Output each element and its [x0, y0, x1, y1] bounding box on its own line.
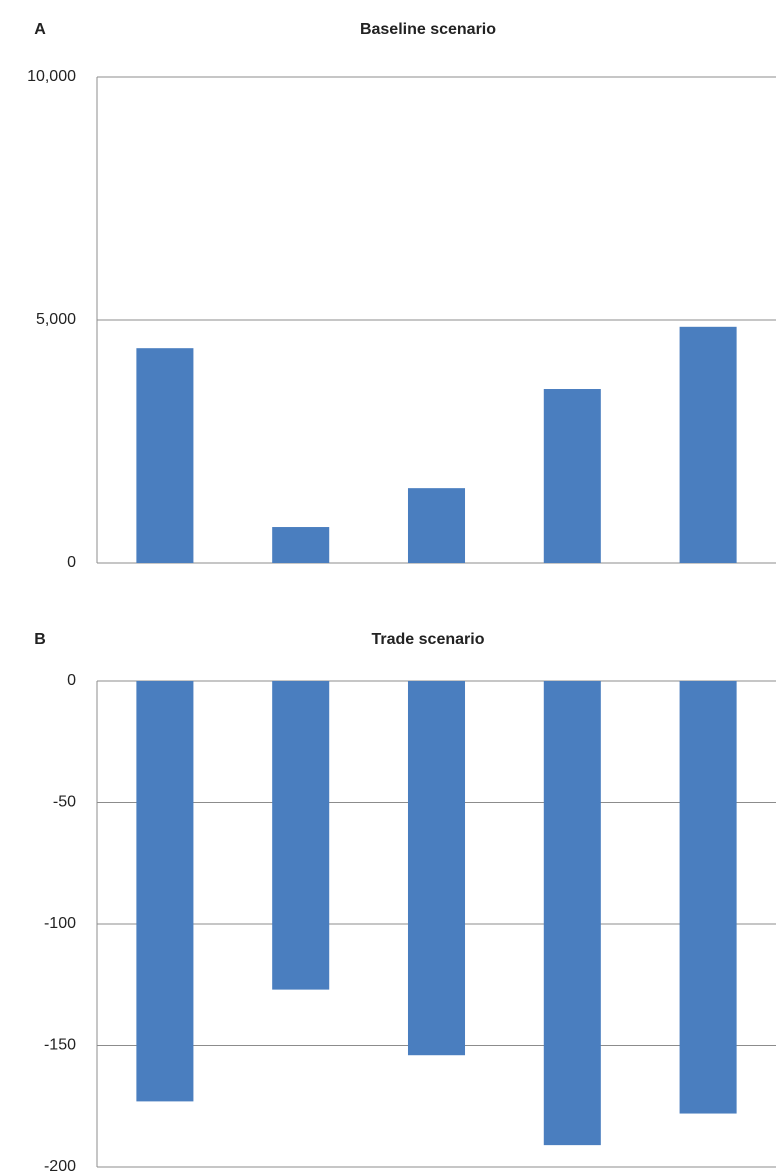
bar [543, 389, 601, 563]
y-tick-label: -200 [44, 1158, 76, 1175]
bar [136, 681, 194, 1102]
panel-label: A [34, 21, 46, 38]
y-tick-label: 0 [67, 672, 76, 689]
bar [407, 488, 466, 563]
chart-title: Trade scenario [372, 631, 485, 648]
y-tick-label: 5,000 [36, 311, 76, 328]
bar [272, 681, 330, 990]
y-tick-label: -150 [44, 1037, 76, 1054]
bar [679, 326, 737, 563]
y-tick-label: -100 [44, 915, 76, 932]
y-tick-label: 0 [67, 554, 76, 571]
panel-label: B [34, 631, 46, 648]
bar [543, 681, 601, 1146]
bar [407, 681, 466, 1056]
y-tick-label: 10,000 [27, 68, 76, 85]
y-tick-label: -50 [53, 794, 76, 811]
bar [272, 527, 330, 563]
chart-title: Baseline scenario [360, 21, 496, 38]
bar [679, 681, 737, 1114]
bar [136, 348, 194, 563]
